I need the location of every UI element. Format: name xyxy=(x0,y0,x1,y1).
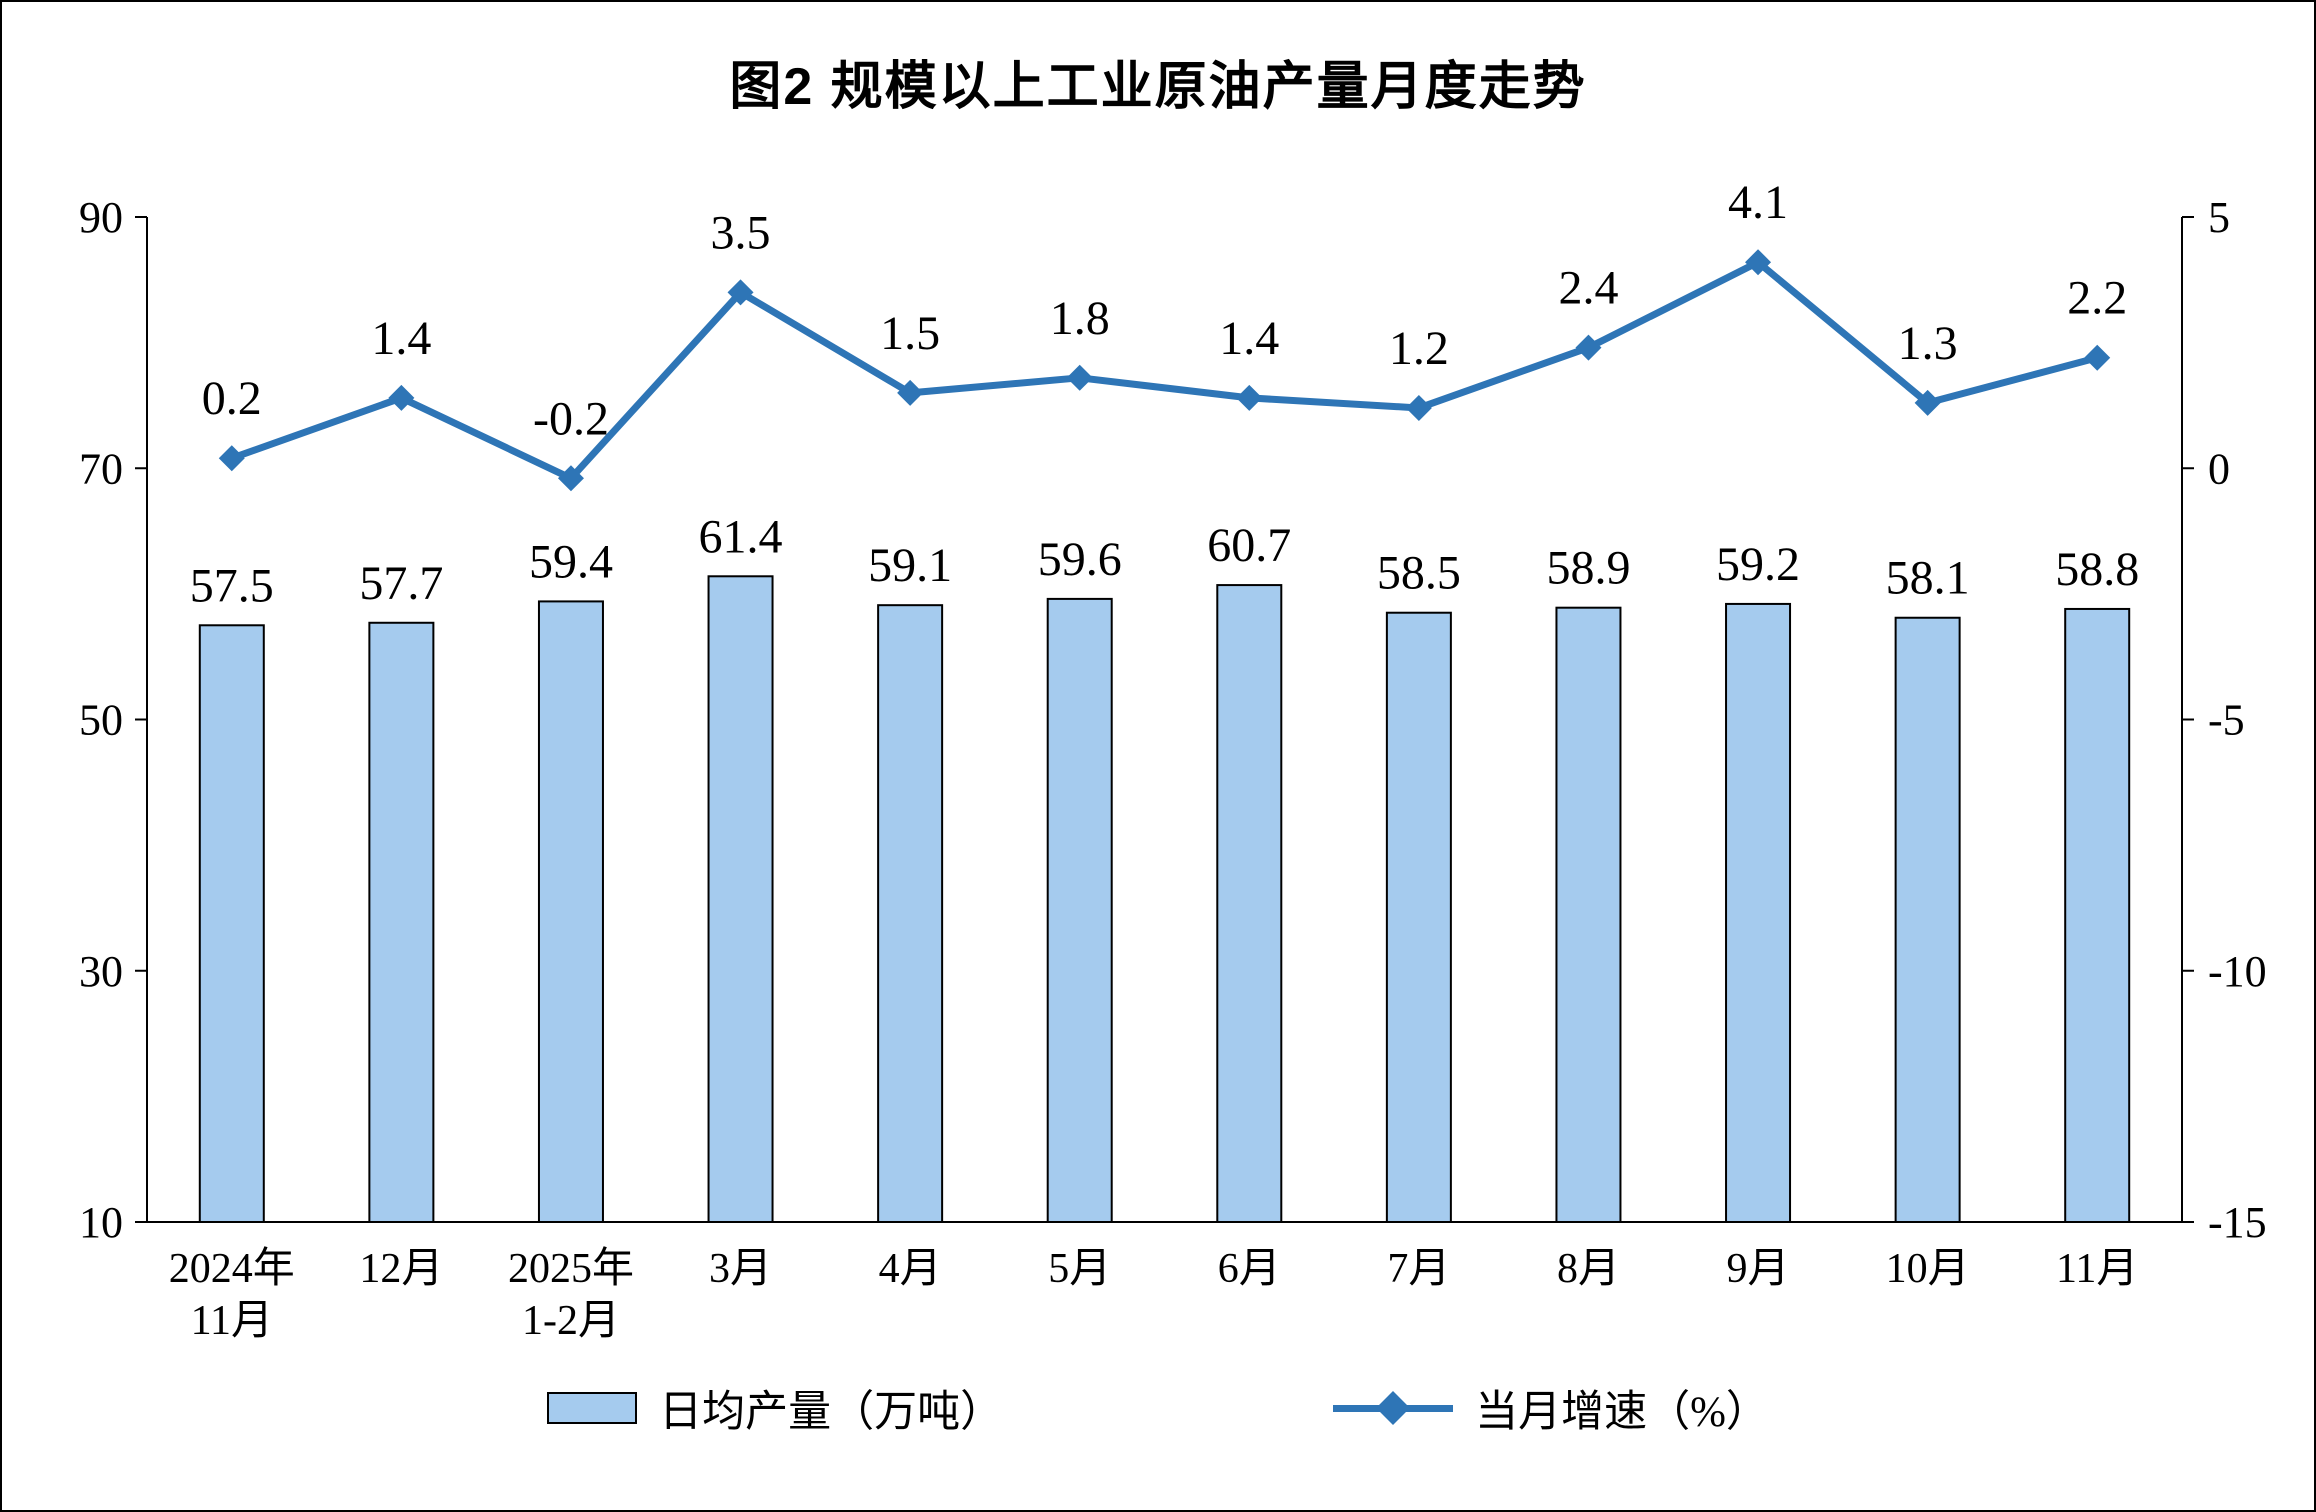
chart-svg: 57.5 57.7 59.4 61.4 59.1 59.6 60.7 58.5 58.9 59.2… xyxy=(79,176,2267,1344)
bar-value-label: 57.5 xyxy=(190,559,274,612)
category-label: 10月 xyxy=(1886,1246,1970,1292)
bar-value-label: 57.7 xyxy=(359,557,443,610)
bar-value-label: 61.4 xyxy=(699,510,783,563)
line-value-label: 2.2 xyxy=(2067,272,2127,325)
line-marker xyxy=(1236,384,1263,411)
bar xyxy=(877,604,944,1223)
bar xyxy=(537,600,604,1223)
growth-line xyxy=(228,258,2101,482)
line-marker xyxy=(1745,249,1772,276)
bar-value-label: 59.2 xyxy=(1716,538,1800,591)
bar xyxy=(1725,602,1792,1223)
line-value-label: 1.2 xyxy=(1389,322,1449,375)
right-axis-tick-label: 0 xyxy=(2208,444,2230,493)
right-axis-tick-label: -10 xyxy=(2208,947,2267,996)
bar-value-label: 58.5 xyxy=(1377,547,1461,600)
bar-value-label: 60.7 xyxy=(1207,519,1291,572)
line-value-label: 3.5 xyxy=(711,206,771,259)
line-value-label: 1.4 xyxy=(371,312,431,365)
line-value-label: 4.1 xyxy=(1728,176,1788,229)
left-axis-tick-label: 10 xyxy=(79,1198,123,1247)
line-value-label: 0.2 xyxy=(202,372,262,425)
bar xyxy=(368,621,435,1223)
category-label: 7月 xyxy=(1387,1246,1450,1292)
right-axis-tick-label: -5 xyxy=(2208,696,2245,745)
bar-value-label: 58.8 xyxy=(2055,543,2139,596)
category-label: 2024年 11月 xyxy=(169,1245,295,1344)
line-marker xyxy=(1066,364,1093,391)
category-label: 4月 xyxy=(879,1246,942,1292)
category-label: 2025年 1-2月 xyxy=(508,1245,634,1344)
line-marker xyxy=(2084,344,2111,371)
bar-value-label: 58.9 xyxy=(1546,542,1630,595)
line-marker xyxy=(557,465,584,492)
bar-value-label: 58.1 xyxy=(1886,552,1970,605)
left-axis-tick-label: 70 xyxy=(79,444,123,493)
bar-value-label: 59.6 xyxy=(1038,533,1122,586)
bar xyxy=(198,624,265,1223)
bar-value-label: 59.4 xyxy=(529,535,613,588)
category-label: 8月 xyxy=(1557,1246,1620,1292)
line-marker xyxy=(727,279,754,306)
line-value-label: -0.2 xyxy=(533,392,609,445)
line-swatch-diamond-icon xyxy=(1376,1391,1411,1425)
category-label: 3月 xyxy=(709,1246,772,1292)
bar xyxy=(1555,606,1622,1223)
bar xyxy=(707,575,774,1223)
bar xyxy=(1216,584,1283,1223)
legend-bar-label: 日均产量（万吨） xyxy=(659,1389,1004,1436)
line-value-label: 1.4 xyxy=(1219,312,1279,365)
line-marker xyxy=(388,384,415,411)
category-label: 6月 xyxy=(1218,1246,1281,1292)
line-value-label: 2.4 xyxy=(1558,262,1618,315)
right-axis-tick-label: -15 xyxy=(2208,1198,2267,1247)
left-axis-tick-label: 90 xyxy=(79,193,123,242)
line-marker xyxy=(218,445,245,472)
bar xyxy=(1046,597,1113,1223)
line-value-label: 1.3 xyxy=(1898,317,1958,370)
bar-value-label: 59.1 xyxy=(868,539,952,592)
category-label: 11月 xyxy=(2056,1246,2138,1292)
category-label: 9月 xyxy=(1727,1246,1790,1292)
category-label: 5月 xyxy=(1048,1246,1111,1292)
chart-legend: 日均产量（万吨） 当月增速（%） xyxy=(2,1377,2314,1439)
line-marker xyxy=(1914,389,1941,416)
bar-swatch-icon xyxy=(547,1392,638,1424)
left-axis-tick-label: 50 xyxy=(79,696,123,745)
category-label: 12月 xyxy=(359,1246,443,1292)
line-value-label: 1.5 xyxy=(880,307,940,360)
bar xyxy=(2064,607,2131,1223)
legend-item-line: 当月增速（%） xyxy=(1333,1377,1769,1439)
line-value-label: 1.8 xyxy=(1050,292,1110,345)
legend-item-bar: 日均产量（万吨） xyxy=(547,1377,1003,1439)
line-swatch-icon xyxy=(1333,1391,1454,1425)
line-marker xyxy=(1405,394,1432,421)
line-marker xyxy=(897,379,924,406)
bar xyxy=(1385,611,1452,1223)
bar xyxy=(1894,616,1961,1223)
chart-title: 图2 规模以上工业原油产量月度走势 xyxy=(729,58,1587,116)
legend-line-label: 当月增速（%） xyxy=(1475,1389,1769,1436)
left-axis-tick-label: 30 xyxy=(79,947,123,996)
line-marker xyxy=(1575,334,1602,361)
right-axis-tick-label: 5 xyxy=(2208,193,2230,242)
